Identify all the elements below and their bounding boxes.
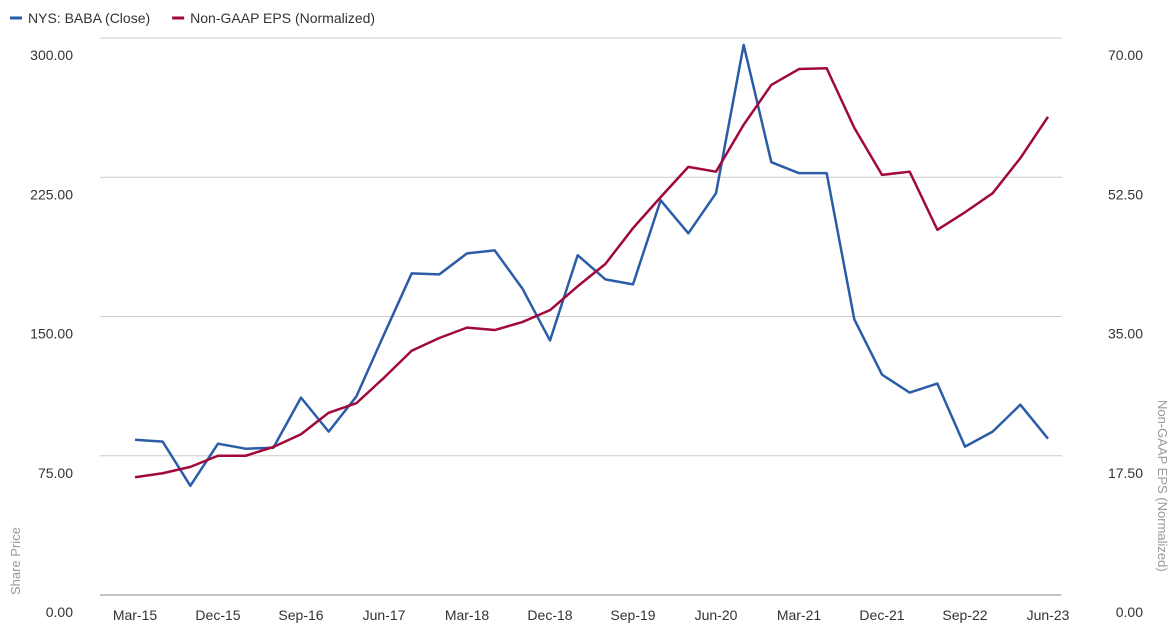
y-axis-title: Share Price	[8, 527, 23, 595]
y-tick-label: 0.00	[46, 604, 73, 620]
y-tick-label: 150.00	[30, 326, 73, 342]
series-line	[134, 66, 1050, 479]
x-tick-label: Sep-19	[610, 607, 655, 623]
x-tick-label: Dec-15	[195, 607, 240, 623]
x-tick-label: Jun-17	[363, 607, 406, 623]
y-tick-label: 75.00	[38, 465, 73, 481]
x-tick-label: Sep-16	[278, 607, 323, 623]
y-tick-label: 225.00	[30, 186, 73, 202]
x-tick-label: Sep-22	[942, 607, 987, 623]
y2-tick-label: 52.50	[1108, 186, 1143, 202]
x-tick-label: Jun-20	[695, 607, 738, 623]
x-tick-label: Dec-21	[859, 607, 904, 623]
x-tick-label: Mar-21	[777, 607, 822, 623]
legend-label: Non-GAAP EPS (Normalized)	[190, 10, 375, 26]
x-tick-label: Dec-18	[527, 607, 572, 623]
y2-axis-title: Non-GAAP EPS (Normalized)	[1155, 400, 1170, 572]
y2-tick-label: 35.00	[1108, 326, 1143, 342]
y2-tick-label: 17.50	[1108, 465, 1143, 481]
x-tick-label: Mar-15	[113, 607, 158, 623]
x-tick-label: Jun-23	[1027, 607, 1070, 623]
y2-tick-label: 0.00	[1116, 604, 1143, 620]
series-line	[134, 43, 1049, 488]
y2-tick-label: 70.00	[1108, 47, 1143, 63]
legend-label: NYS: BABA (Close)	[28, 10, 150, 26]
x-tick-label: Mar-18	[445, 607, 490, 623]
y-tick-label: 300.00	[30, 47, 73, 63]
